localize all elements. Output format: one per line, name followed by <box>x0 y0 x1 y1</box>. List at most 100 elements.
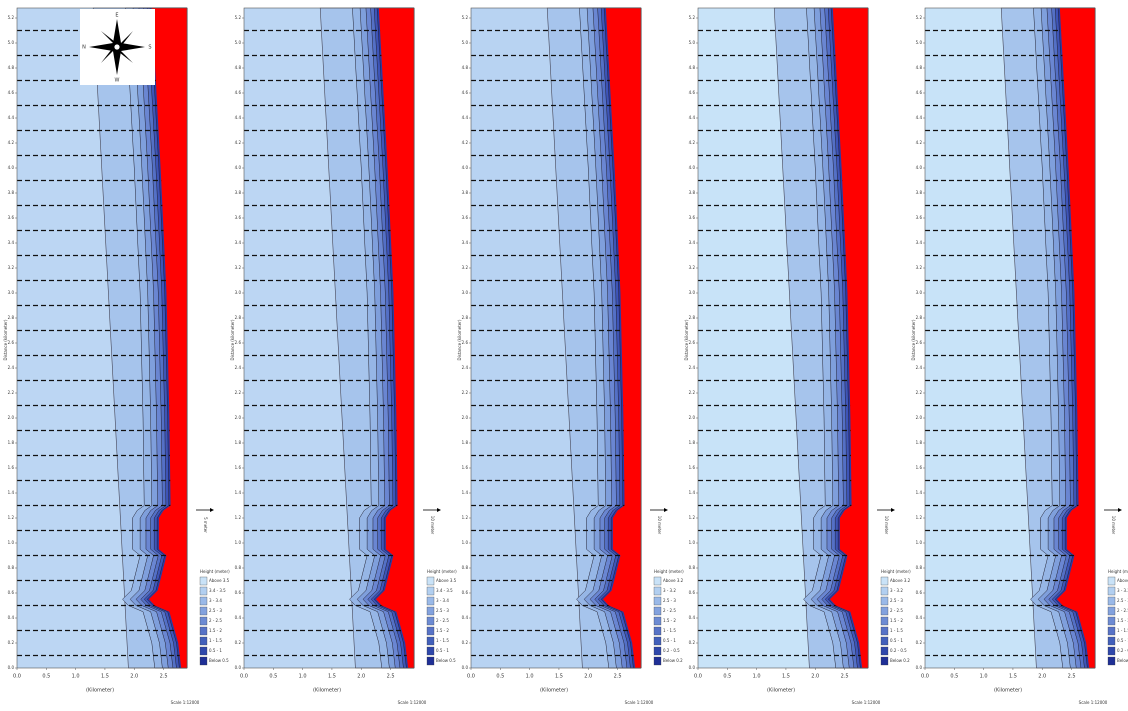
legend-label: 1 - 1.5 <box>209 638 222 643</box>
legend-swatch <box>880 616 889 626</box>
scale-label: Scale 1:12000 <box>398 700 427 705</box>
legend-swatch <box>426 636 435 646</box>
compass-s: S <box>148 45 151 51</box>
compass-center <box>113 43 121 51</box>
y-tick-label: 4.4 <box>689 115 696 120</box>
y-tick-label: 2.6 <box>462 340 469 345</box>
y-tick-label: 3.4 <box>689 240 696 245</box>
y-tick-label: 2.6 <box>916 340 923 345</box>
y-tick-label: 2.2 <box>916 390 923 395</box>
legend-swatch <box>199 656 208 666</box>
y-tick-label: 1.6 <box>689 465 696 470</box>
y-tick-label: 5.2 <box>235 15 242 20</box>
y-tick-label: 4.6 <box>689 90 696 95</box>
legend-swatch <box>880 626 889 636</box>
x-tick-label: 1.0 <box>753 674 761 680</box>
y-tick-label: 4.6 <box>8 90 15 95</box>
x-tick-label: 0.5 <box>42 674 50 680</box>
plot-frame <box>16 7 188 669</box>
legend-swatch <box>1107 596 1116 606</box>
legend-label: 2 - 2.5 <box>663 608 676 613</box>
y-tick-label: 5.0 <box>235 40 242 45</box>
legend-label: 1 - 1.5 <box>1117 628 1128 633</box>
land <box>1056 8 1095 668</box>
y-tick-label: 2.4 <box>916 365 923 370</box>
arrow-label: 10 meter <box>657 516 662 535</box>
legend-label: 2.5 - 3 <box>663 598 676 603</box>
y-tick-label: 4.2 <box>462 140 469 145</box>
y-tick-label: 1.2 <box>8 515 15 520</box>
y-tick-label: 1.2 <box>235 515 242 520</box>
legend-swatch <box>653 606 662 616</box>
y-tick-label: 4.8 <box>916 65 923 70</box>
legend-swatch <box>1107 646 1116 656</box>
legend-swatch <box>199 646 208 656</box>
x-tick-label: 1.5 <box>101 674 109 680</box>
y-tick-label: 3.0 <box>916 290 923 295</box>
legend-label: 1.5 - 2 <box>436 628 449 633</box>
y-tick-label: 1.6 <box>916 465 923 470</box>
legend-swatch <box>426 626 435 636</box>
compass: E W N S <box>80 9 155 85</box>
y-tick-label: 2.8 <box>689 315 696 320</box>
legend-swatch <box>199 606 208 616</box>
y-tick-label: 3.2 <box>689 265 696 270</box>
legend-swatch <box>880 656 889 666</box>
x-tick-label: 2.5 <box>1068 674 1076 680</box>
x-tick-label: 2.5 <box>841 674 849 680</box>
legend-title: Height (meter) <box>200 569 230 574</box>
y-tick-label: 2.4 <box>689 365 696 370</box>
compass-n: N <box>82 45 86 51</box>
legend-label: Below 0.5 <box>436 658 456 663</box>
legend-swatch <box>1107 636 1116 646</box>
legend-label: 2.5 - 3 <box>209 608 222 613</box>
legend-swatch <box>653 576 662 586</box>
x-axis-label: (Kilometer) <box>313 688 341 694</box>
y-tick-label: 3.0 <box>235 290 242 295</box>
x-tick-label: 1.0 <box>526 674 534 680</box>
y-tick-label: 3.2 <box>462 265 469 270</box>
y-tick-label: 3.4 <box>462 240 469 245</box>
y-tick-label: 2.8 <box>916 315 923 320</box>
legend-label: 1.5 - 2 <box>663 618 676 623</box>
y-tick-label: 1.0 <box>689 540 696 545</box>
x-tick-label: 2.5 <box>614 674 622 680</box>
legend-label: Below 0.2 <box>1117 658 1128 663</box>
y-tick-label: 0.8 <box>689 565 696 570</box>
y-tick-label: 0.6 <box>235 590 242 595</box>
legend-label: 0.5 - 1 <box>209 648 222 653</box>
legend-swatch <box>880 596 889 606</box>
legend-label: Below 0.2 <box>890 658 910 663</box>
y-tick-label: 0.0 <box>235 665 242 670</box>
y-tick-label: 0.4 <box>916 615 923 620</box>
legend-swatch <box>199 616 208 626</box>
y-tick-label: 4.4 <box>916 115 923 120</box>
y-tick-label: 3.0 <box>8 290 15 295</box>
legend-label: Above 3.5 <box>436 578 457 583</box>
y-tick-label: 0.4 <box>235 615 242 620</box>
legend-swatch <box>426 586 435 596</box>
y-tick-label: 4.4 <box>235 115 242 120</box>
arrow-head <box>437 508 441 512</box>
y-tick-label: 3.8 <box>689 190 696 195</box>
y-tick-label: 1.0 <box>235 540 242 545</box>
y-tick-label: 2.2 <box>235 390 242 395</box>
map-panel: 0.0 0.2 0.4 0.6 0.8 1.0 1.2 1.4 1.6 1.8 2.0 2.2 2.4 2… <box>684 7 911 705</box>
legend-swatch <box>426 606 435 616</box>
y-tick-label: 4.0 <box>462 165 469 170</box>
legend-label: Above 3.2 <box>663 578 684 583</box>
legend-label: Below 0.5 <box>209 658 229 663</box>
legend-swatch <box>653 656 662 666</box>
y-tick-label: 0.4 <box>689 615 696 620</box>
y-tick-label: 3.2 <box>8 265 15 270</box>
arrow-head <box>210 508 214 512</box>
legend-swatch <box>653 616 662 626</box>
land <box>148 8 187 668</box>
y-tick-label: 3.6 <box>689 215 696 220</box>
y-tick-label: 4.8 <box>235 65 242 70</box>
y-tick-label: 1.6 <box>8 465 15 470</box>
y-tick-label: 3.2 <box>916 265 923 270</box>
y-tick-label: 0.8 <box>8 565 15 570</box>
y-axis-label: Distance (kilometer) <box>457 319 462 360</box>
legend-label: 2.5 - 3 <box>1117 598 1128 603</box>
